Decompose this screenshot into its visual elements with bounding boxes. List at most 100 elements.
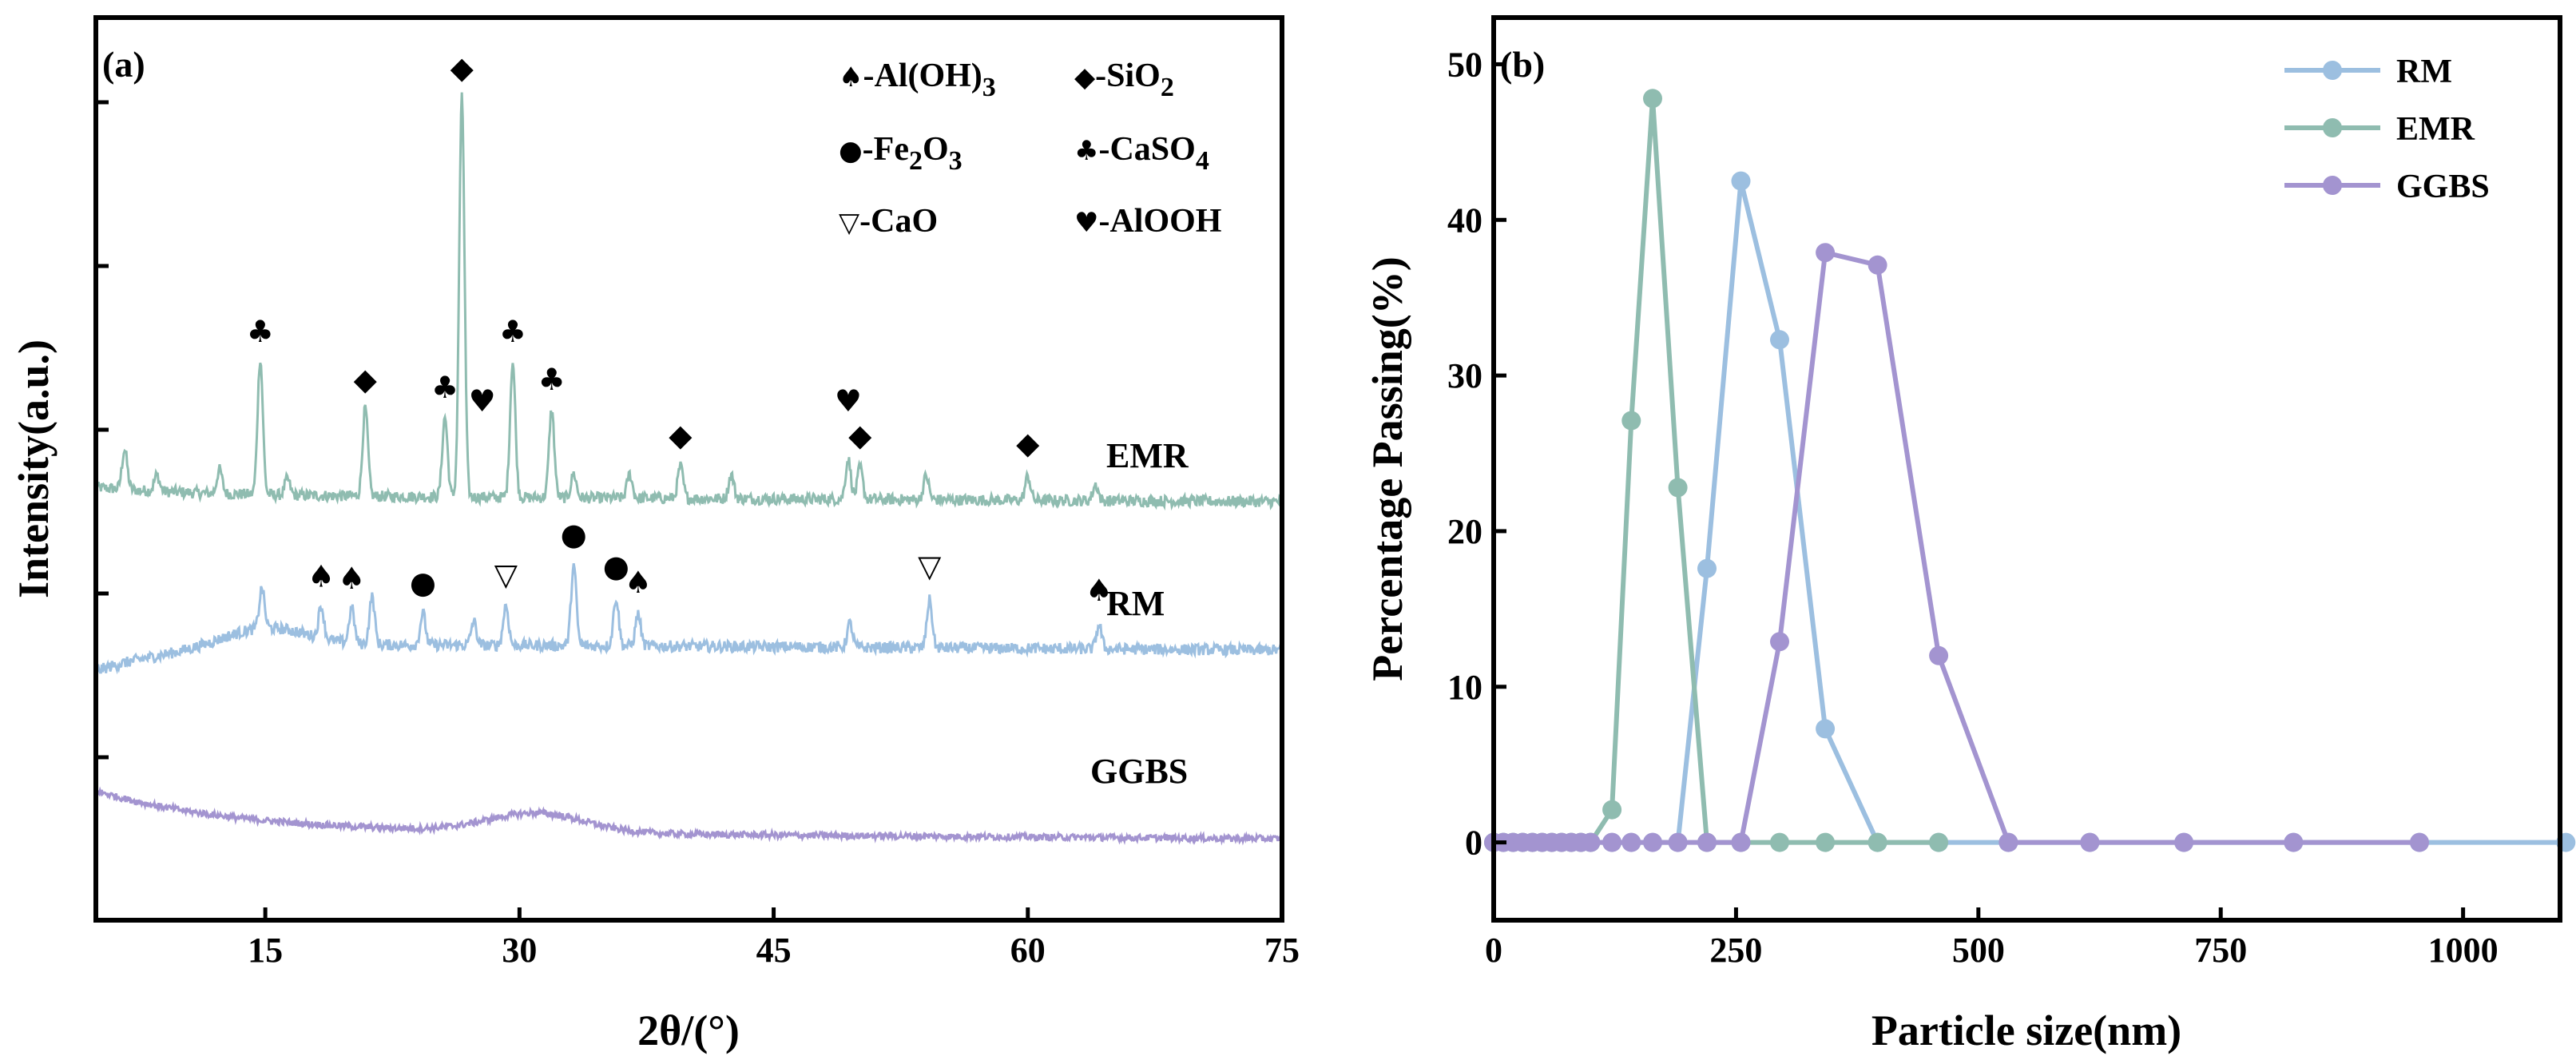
data-point-emr [1621,411,1641,431]
peak-marker-emr-7: ◆ [669,418,693,453]
panel-a-frame [93,15,1284,923]
legend-label-ggbs: GGBS [2396,169,2490,205]
peak-marker-rm-7: ▽ [918,549,942,584]
data-point-emr [1816,832,1836,852]
legend-item-1: ◆-SiO2 [1074,58,1174,102]
peak-marker-emr-4: ♥ [469,383,496,419]
peak-marker-rm-4: ● [561,517,587,552]
y-tick-label: 40 [1447,200,1482,240]
data-point-rm [1816,719,1836,739]
peak-marker-emr-1: ◆ [354,362,378,397]
panel-b-label: (b) [1500,44,1545,85]
peak-marker-emr-6: ♣ [538,362,566,397]
panel-b-series-group [1484,89,2576,852]
data-point-emr [1668,478,1688,498]
peak-marker-rm-3: ▽ [494,557,518,592]
legend-swatch-marker [2323,176,2342,195]
y-tick-label: 30 [1447,356,1482,395]
series-label-ggbs: GGBS [1090,752,1188,791]
peak-marker-rm-2: ● [410,566,436,601]
data-point-ggbs [1581,832,1601,852]
y-tick-label: 0 [1465,824,1482,863]
peak-marker-emr-3: ◆ [451,50,474,85]
panel-a-label: (a) [102,44,145,85]
peak-marker-rm-5: ● [603,549,629,584]
peak-marker-rm-6: ♠ [625,565,652,600]
panel-b-y-axis-title: Percentage Passing(%) [1363,256,1411,681]
panel-a-x-axis-title: 2θ/(°) [637,1006,740,1054]
data-point-ggbs [1643,832,1662,852]
legend-item-5: ♥-AlOOH [1074,203,1221,240]
peak-marker-rm-8: ♠ [1086,573,1113,608]
legend-item-0: ♠-Al(OH)3 [839,58,996,102]
panel-a-legend: ♠-Al(OH)3 ◆-SiO2 ●-Fe2O3 ♣-CaSO4 ▽-CaO ♥-AlOO… [839,58,1221,240]
data-point-rm [1770,330,1789,350]
x-tick-label: 500 [1952,931,2005,970]
x-tick-label: 60 [1010,931,1046,970]
legend-item-2: ●-Fe2O3 [839,131,963,176]
panel-a-axis-ticks: 15 30 45 60 75 [96,100,1300,970]
series-line-ggbs [1494,249,2419,845]
peak-marker-rm-0: ♠ [308,559,335,594]
x-tick-label: 15 [248,931,283,970]
peak-marker-emr-10: ◆ [1016,426,1040,461]
series-line-rm [94,563,1284,675]
x-tick-label: 45 [756,931,792,970]
data-point-ggbs [1868,255,1887,275]
data-point-ggbs [1731,832,1751,852]
x-tick-label: 75 [1264,931,1300,970]
data-point-ggbs [2174,832,2194,852]
series-line-emr [94,92,1283,511]
peak-marker-emr-0: ♣ [247,314,274,349]
data-point-ggbs [1602,832,1622,852]
legend-swatch-marker [2323,118,2342,137]
data-point-rm [1697,558,1717,578]
data-point-ggbs [1998,832,2018,852]
peak-marker-emr-8: ♥ [835,383,862,419]
panel-b-x-axis-title: Particle size(nm) [1871,1006,2181,1054]
data-point-ggbs [2410,832,2429,852]
panel-a-peak-markers: ♣◆ ♣◆♥♣♣◆♥◆ ◆♠ ♠ ● ▽●●♠ ▽♠ [247,50,1113,608]
series-label-emr: EMR [1106,436,1189,475]
data-point-ggbs [1621,832,1641,852]
x-tick-label: 30 [502,931,537,970]
data-point-ggbs [2284,832,2304,852]
data-point-ggbs [1697,832,1717,852]
data-point-ggbs [1816,243,1836,263]
legend-label-emr: EMR [2396,111,2475,148]
x-tick-label: 1000 [2428,931,2499,970]
y-tick-label: 50 [1447,45,1482,84]
data-point-ggbs [1668,832,1688,852]
panel-a-xrd: ♣◆ ♣◆♥♣♣◆♥◆ ◆♠ ♠ ● ▽●●♠ ▽♠ 15 30 45 60 75 (a) ♠-Al… [10,15,1300,1054]
data-point-emr [1929,832,1949,852]
data-point-ggbs [1770,632,1789,652]
legend-label-rm: RM [2396,54,2452,90]
y-tick-label: 10 [1447,668,1482,707]
panel-b-axis-ticks: 0 250 500 750 1000 0 10 20 30 40 50 [1447,45,2499,970]
data-point-emr [1602,800,1622,820]
series-line-rm [1494,180,2566,845]
legend-swatch-marker [2323,61,2342,80]
series-label-rm: RM [1106,584,1165,623]
panel-a-series-group [94,92,1284,846]
data-point-emr [1643,89,1662,109]
panel-a-series-labels: EMR RM GGBS [1090,436,1189,791]
x-tick-label: 250 [1709,931,1762,970]
panel-a-y-axis-title: Intensity(a.u.) [10,339,58,598]
peak-marker-emr-2: ♣ [431,370,458,405]
y-tick-label: 20 [1447,512,1482,551]
data-point-emr [1770,832,1789,852]
peak-marker-rm-1: ♠ [338,561,365,596]
peak-marker-emr-9: ◆ [848,418,872,453]
data-point-emr [1868,832,1887,852]
legend-item-3: ♣-CaSO4 [1074,131,1209,176]
peak-marker-emr-5: ♣ [499,314,526,349]
data-point-ggbs [1929,645,1949,665]
x-tick-label: 750 [2194,931,2247,970]
panel-b-legend: RM EMR GGBS [2284,54,2490,205]
panel-b-frame [1491,15,2562,923]
data-point-rm [1731,171,1751,191]
legend-item-4: ▽-CaO [839,203,938,240]
x-tick-label: 0 [1485,931,1502,970]
